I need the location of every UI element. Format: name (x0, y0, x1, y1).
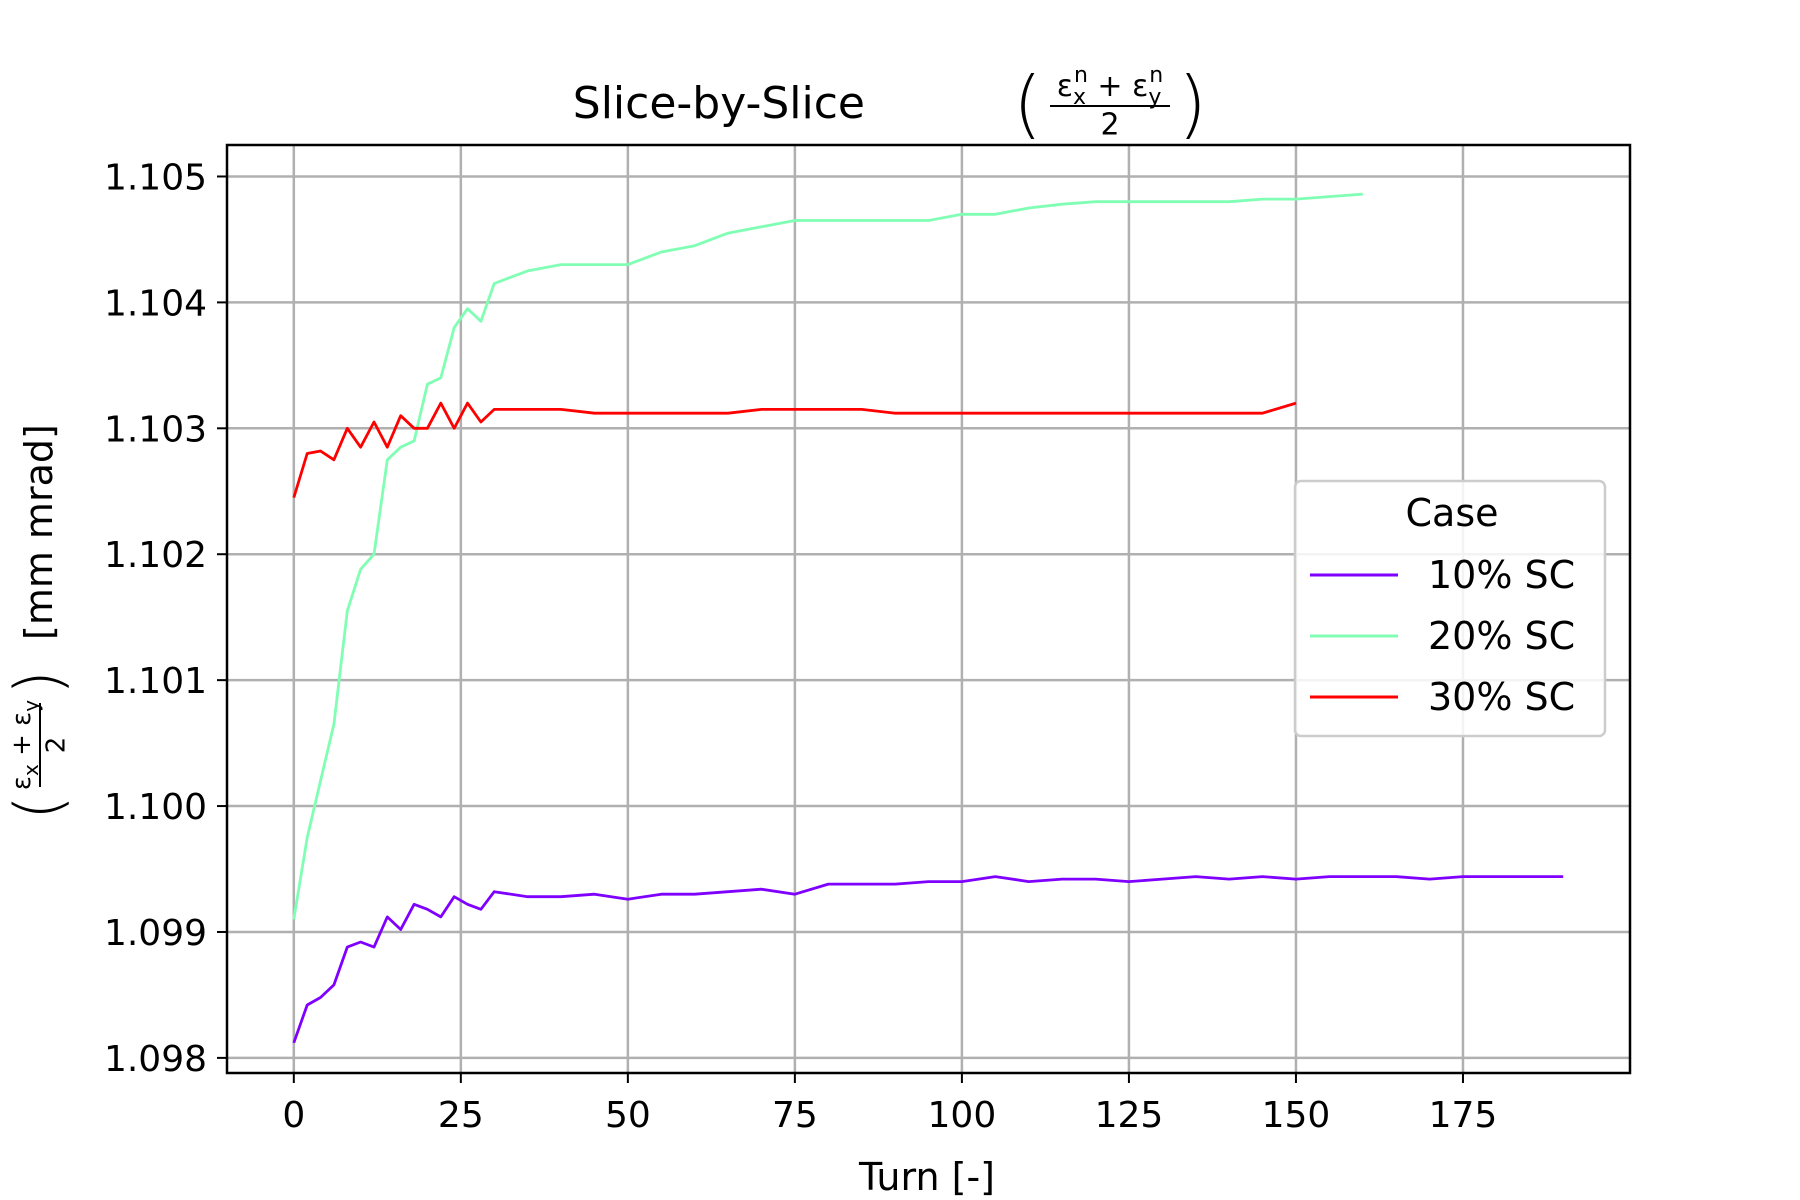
x-tick-label: 150 (1262, 1095, 1331, 1136)
fraction-numerator: εx + εy (7, 700, 43, 790)
x-tick-label: 125 (1095, 1095, 1164, 1136)
fraction-right-paren: ) (2, 670, 76, 695)
x-tick-label: 175 (1429, 1095, 1498, 1136)
legend-item-label: 30% SC (1428, 675, 1575, 719)
series-line-20-sc (292, 192, 1363, 920)
plot-frame (225, 143, 1632, 1075)
y-tick-label: 1.103 (104, 409, 207, 450)
plot-series (292, 192, 1564, 1044)
fraction-right-paren: ) (1178, 62, 1207, 148)
y-tick-label: 1.099 (104, 913, 207, 954)
legend-box (1293, 479, 1607, 738)
x-tick-label: 0 (282, 1095, 305, 1136)
y-tick-label: 1.098 (104, 1039, 207, 1080)
grid (227, 145, 1630, 1073)
y-tick-label: 1.102 (104, 535, 207, 576)
fraction-denominator: 2 (1100, 108, 1119, 143)
series-line-10-sc (292, 875, 1564, 1044)
y-tick-label: 1.105 (104, 157, 207, 198)
axis-ticks: 0 25 50 75 100 125 150 175 1.098 1.099 1.100 1.101 1… (104, 157, 1497, 1136)
legend-title: Case (1406, 491, 1499, 535)
y-axis-label: () εx + εy2 [mm mrad] (2, 424, 76, 820)
legend-item-label: 20% SC (1428, 614, 1575, 658)
legend-items: 10% SC 20% SC 30% SC (1310, 553, 1575, 719)
x-axis-label: Turn [-] (858, 1155, 995, 1199)
chart-title-text: Slice-by-Slice (573, 78, 865, 129)
x-tick-label: 75 (772, 1095, 818, 1136)
fraction-numerator: εxn + εyn (1057, 63, 1163, 110)
fraction-left-paren: ( (2, 795, 76, 820)
fraction-left-paren: ( (1013, 62, 1042, 148)
y-tick-label: 1.104 (104, 283, 207, 324)
series-line-30-sc (292, 401, 1297, 499)
y-axis-label-fraction: () εx + εy2 (2, 670, 76, 820)
legend: Case 10% SC 20% SC 30% SC (1293, 479, 1607, 738)
legend-item-label: 10% SC (1428, 553, 1575, 597)
y-axis-label-unit: [mm mrad] (17, 424, 61, 640)
y-tick-label: 1.101 (104, 661, 207, 702)
y-tick-label: 1.100 (104, 787, 207, 828)
x-tick-label: 50 (605, 1095, 651, 1136)
x-tick-label: 100 (928, 1095, 997, 1136)
fraction-denominator: 2 (42, 737, 72, 754)
x-tick-label: 25 (438, 1095, 484, 1136)
